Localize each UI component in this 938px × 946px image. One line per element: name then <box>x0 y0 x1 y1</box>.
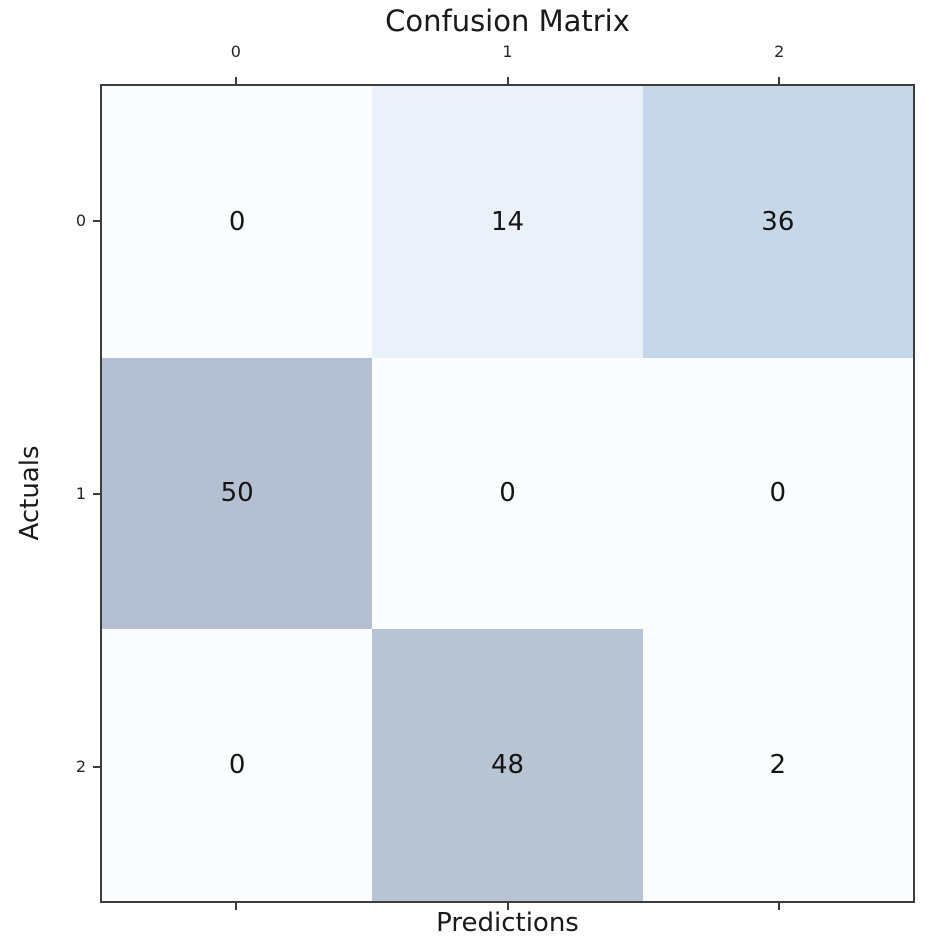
y-axis-ticklabels: 0 1 2 <box>52 84 86 903</box>
x-axis-tickmarks-top-mark-0 <box>100 77 372 84</box>
y-axis-tickmark-2 <box>93 630 100 903</box>
x-axis-ticklabels-top: 0 1 2 <box>100 42 915 66</box>
x-ticklabel-0: 0 <box>230 42 241 61</box>
x-ticklabel-2: 2 <box>774 42 785 61</box>
y-axis-tickmark-0 <box>93 84 100 357</box>
x-axis-tickmarks-top-mark-1 <box>372 77 644 84</box>
matrix-cell-r0c2: 36 <box>642 86 913 358</box>
y-axis-tickmarks <box>93 84 100 903</box>
x-axis-tickmarks-bottom <box>100 903 915 910</box>
matrix-cell-r1c2: 0 <box>642 357 913 630</box>
y-ticklabel-1: 1 <box>75 484 86 503</box>
y-axis-label: Actuals <box>15 445 45 541</box>
y-ticklabel-0: 0 <box>75 211 86 230</box>
chart-title: Confusion Matrix <box>385 4 630 38</box>
x-axis-tickmarks-top-mark-2 <box>643 77 915 84</box>
x-axis-tickmarks-bottom-mark-1 <box>372 903 644 910</box>
matrix-cell-r0c1: 14 <box>372 86 643 358</box>
x-ticklabel-1: 1 <box>502 42 513 61</box>
matrix-cell-r2c1: 48 <box>372 629 643 901</box>
x-axis-tickmarks-top <box>100 77 915 84</box>
x-axis-label: Predictions <box>436 908 579 938</box>
matrix-cell-r0c0: 0 <box>102 86 373 358</box>
matrix-cell-r2c2: 2 <box>642 629 913 901</box>
y-ticklabel-2: 2 <box>75 757 86 776</box>
heatmap-grid: 0 14 36 50 0 0 0 48 2 <box>100 84 915 903</box>
matrix-cell-r1c0: 50 <box>102 357 373 630</box>
y-axis-tickmark-1 <box>93 357 100 630</box>
matrix-cell-r2c0: 0 <box>102 629 373 901</box>
matrix-cell-r1c1: 0 <box>372 357 643 630</box>
x-axis-tickmarks-bottom-mark-0 <box>100 903 372 910</box>
x-axis-tickmarks-bottom-mark-2 <box>643 903 915 910</box>
